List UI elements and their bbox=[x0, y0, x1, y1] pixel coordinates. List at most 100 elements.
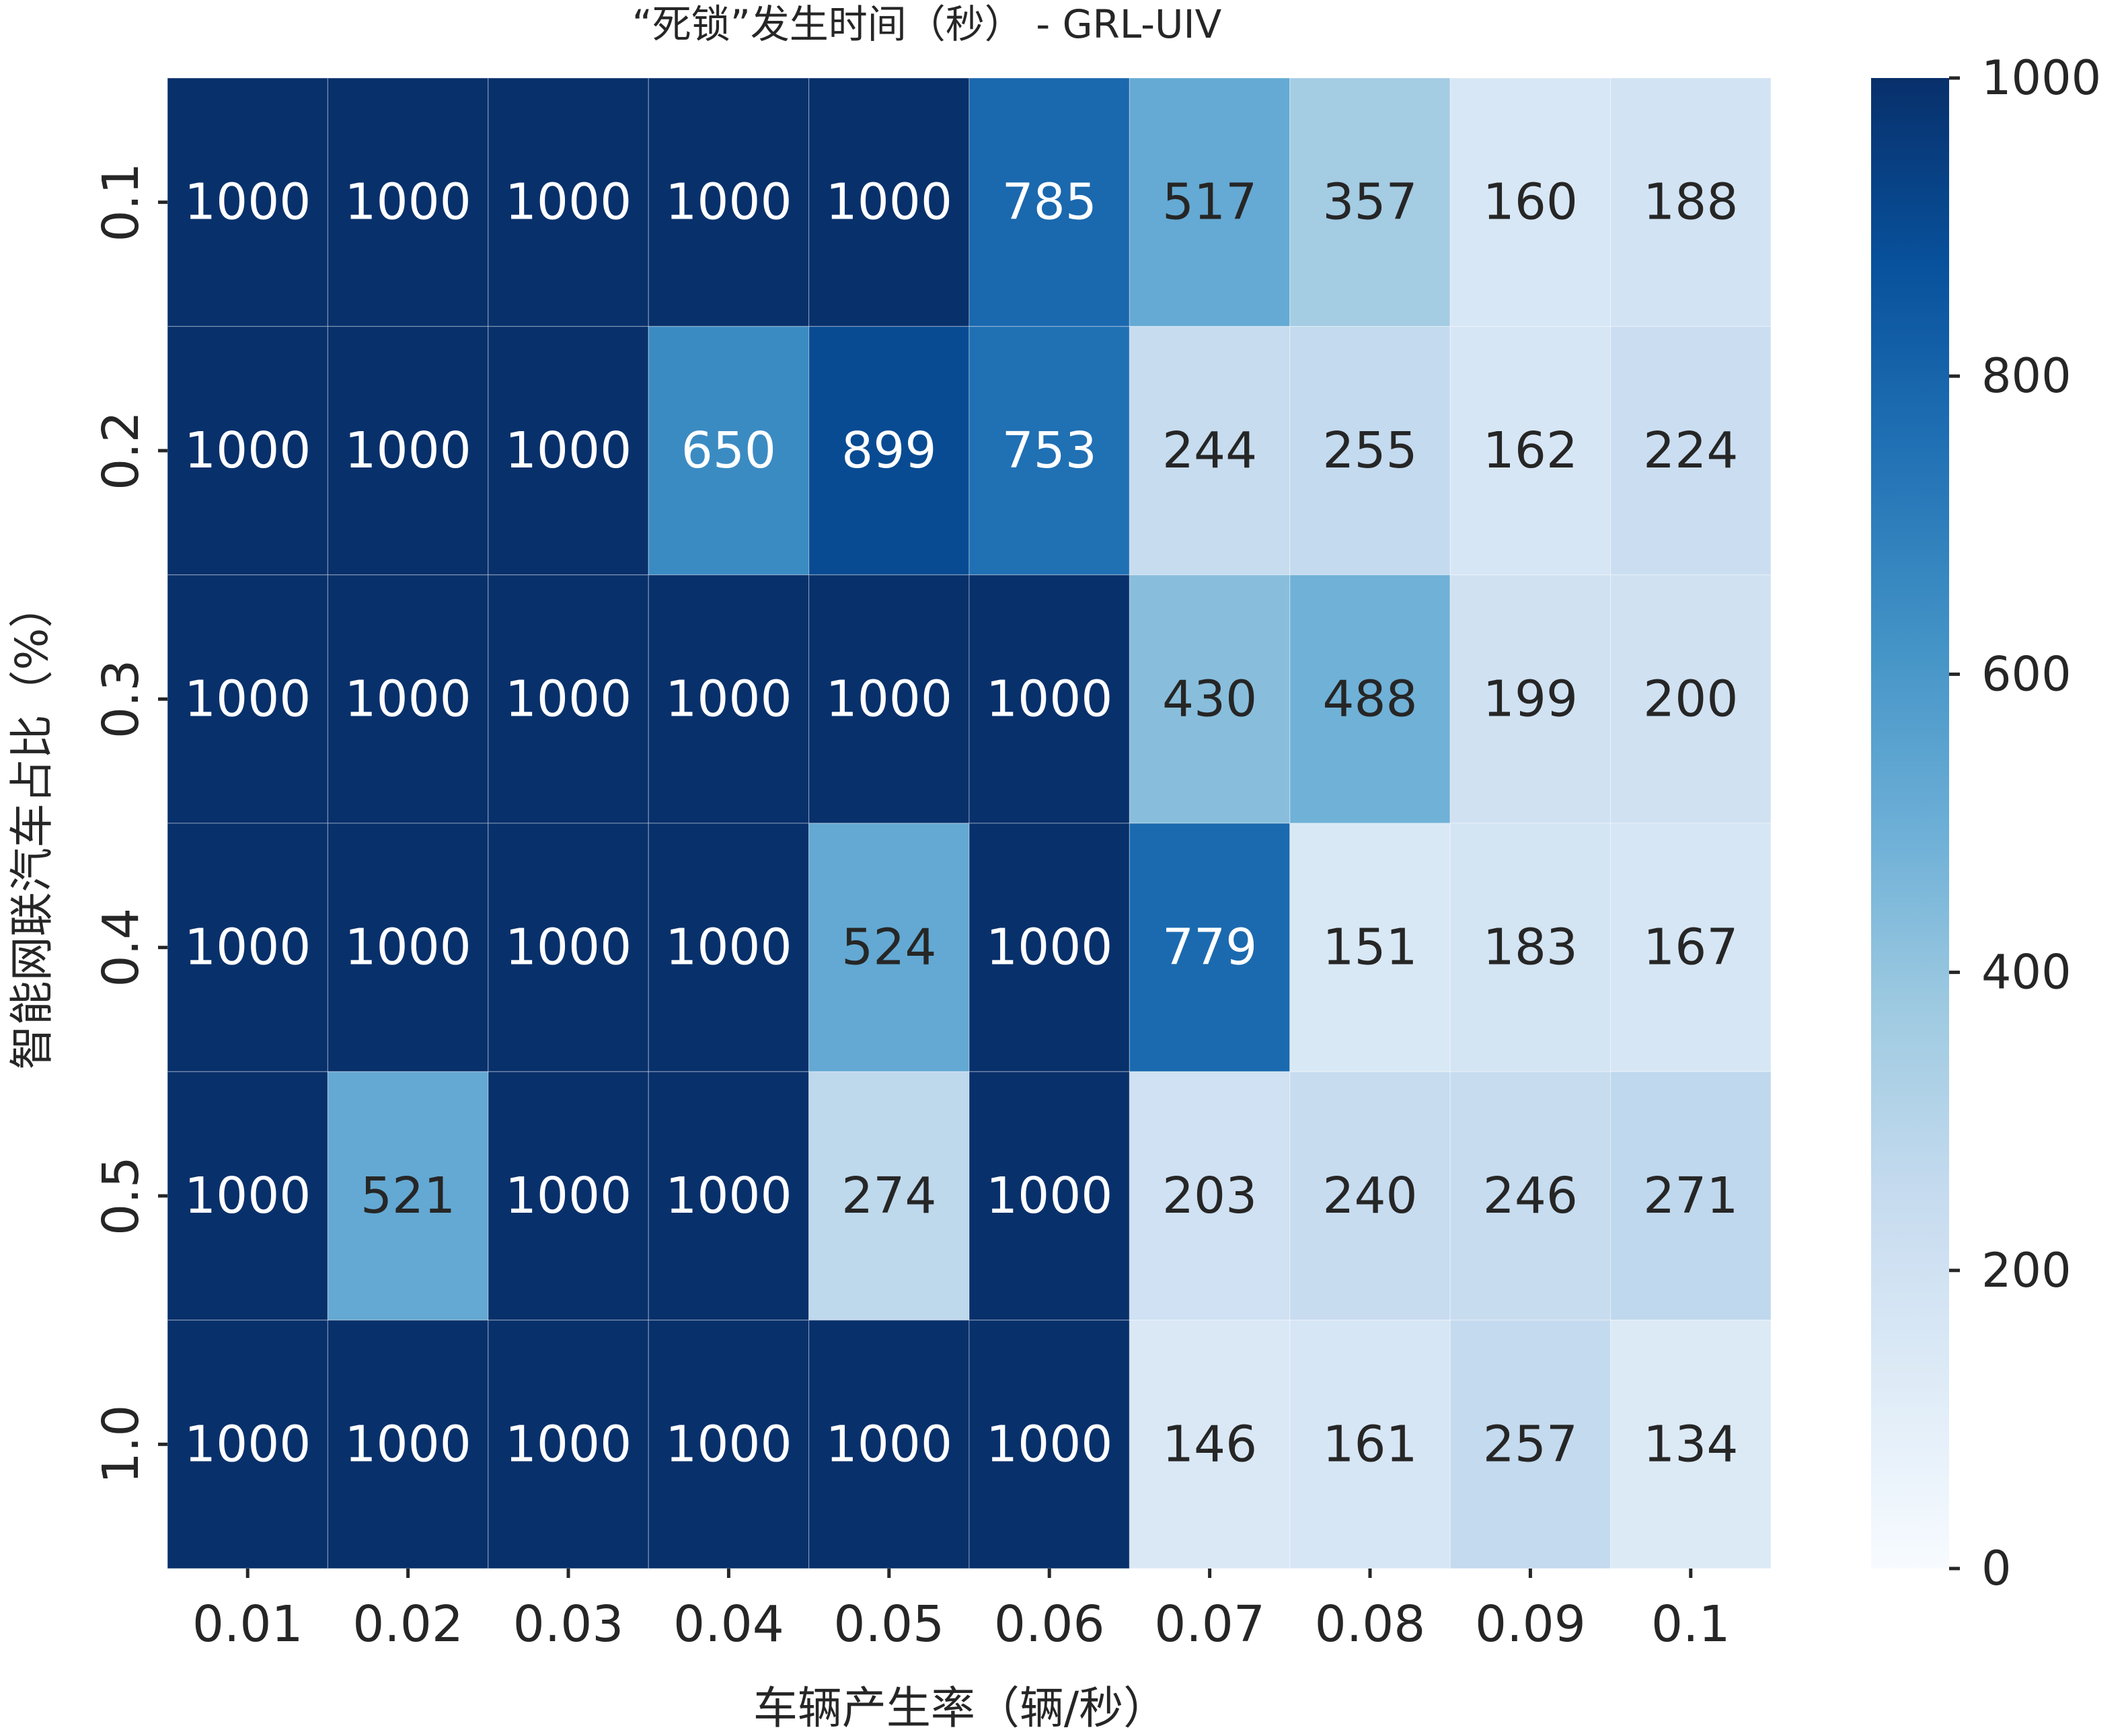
cell-value: 1000 bbox=[505, 422, 632, 480]
heatmap-cell bbox=[1289, 823, 1451, 1072]
cell-value: 1000 bbox=[184, 1167, 311, 1225]
cell-value: 224 bbox=[1643, 422, 1738, 480]
x-tick-label: 0.05 bbox=[833, 1595, 944, 1653]
heatmap-cell bbox=[808, 574, 970, 824]
heatmap-cell bbox=[808, 77, 970, 327]
heatmap-cell bbox=[969, 77, 1130, 327]
cell-value: 357 bbox=[1322, 174, 1417, 231]
cell-value: 1000 bbox=[184, 1415, 311, 1473]
heatmap-cell bbox=[1449, 1320, 1611, 1569]
heatmap-cell bbox=[327, 574, 489, 824]
colorbar-tick-label: 0 bbox=[1981, 1541, 2012, 1596]
cell-value: 430 bbox=[1162, 670, 1257, 728]
y-tick-label: 0.2 bbox=[92, 411, 150, 490]
cell-value: 1000 bbox=[344, 670, 471, 728]
cell-value: 1000 bbox=[826, 174, 952, 231]
x-tick-label: 0.03 bbox=[513, 1595, 624, 1653]
cell-value: 1000 bbox=[344, 422, 471, 480]
heatmap-cell bbox=[1610, 574, 1772, 824]
x-tick-label: 0.09 bbox=[1475, 1595, 1586, 1653]
cell-value: 1000 bbox=[986, 1415, 1112, 1473]
heatmap-cell bbox=[488, 574, 649, 824]
heatmap-cell bbox=[969, 823, 1130, 1072]
heatmap-cell bbox=[808, 823, 970, 1072]
x-tick-label: 0.1 bbox=[1651, 1595, 1731, 1653]
heatmap-cell bbox=[1449, 823, 1611, 1072]
heatmap-cell bbox=[1129, 1071, 1291, 1321]
heatmap-cell bbox=[1289, 574, 1451, 824]
y-tick-label: 0.1 bbox=[92, 163, 150, 242]
cell-value: 161 bbox=[1322, 1415, 1417, 1473]
x-tick-label: 0.04 bbox=[673, 1595, 784, 1653]
cell-value: 257 bbox=[1483, 1415, 1578, 1473]
cell-value: 517 bbox=[1162, 174, 1257, 231]
heatmap-cell bbox=[808, 326, 970, 576]
heatmap-cell bbox=[488, 1320, 649, 1569]
cell-value: 779 bbox=[1162, 919, 1257, 977]
cell-value: 1000 bbox=[184, 670, 311, 728]
heatmap-cell bbox=[648, 1071, 810, 1321]
colorbar bbox=[1871, 78, 1949, 1569]
heatmap-cell bbox=[1129, 1320, 1291, 1569]
heatmap-cell bbox=[1129, 574, 1291, 824]
heatmap-cell bbox=[1289, 326, 1451, 576]
cell-value: 255 bbox=[1322, 422, 1417, 480]
cell-value: 244 bbox=[1162, 422, 1257, 480]
chart-title: “死锁”发生时间（秒） - GRL-UIV bbox=[632, 1, 1222, 47]
heatmap-cell bbox=[1289, 1071, 1451, 1321]
heatmap-cell bbox=[1289, 77, 1451, 327]
heatmap-cell bbox=[488, 1071, 649, 1321]
heatmap-cell bbox=[648, 77, 810, 327]
cell-value: 1000 bbox=[505, 1415, 632, 1473]
cell-value: 1000 bbox=[665, 919, 792, 977]
heatmap-cell bbox=[1610, 1071, 1772, 1321]
heatmap-cell bbox=[969, 1071, 1130, 1321]
cell-value: 271 bbox=[1643, 1167, 1738, 1225]
colorbar-tick-label: 400 bbox=[1981, 945, 2072, 1000]
heatmap-cell bbox=[167, 77, 328, 327]
colorbar-tick-label: 200 bbox=[1981, 1243, 2072, 1298]
cell-value: 899 bbox=[841, 422, 936, 480]
cell-value: 753 bbox=[1002, 422, 1097, 480]
cell-value: 1000 bbox=[826, 1415, 952, 1473]
y-tick-label: 1.0 bbox=[92, 1404, 150, 1484]
heatmap-cell bbox=[167, 823, 328, 1072]
heatmap-cell bbox=[1610, 823, 1772, 1072]
x-axis-label: 车辆产生率（辆/秒） bbox=[753, 1682, 1168, 1734]
heatmap-cell bbox=[1449, 1071, 1611, 1321]
heatmap-cell bbox=[488, 823, 649, 1072]
heatmap-cell bbox=[1610, 77, 1772, 327]
heatmap-cell bbox=[1449, 574, 1611, 824]
cell-value: 1000 bbox=[344, 919, 471, 977]
cell-value: 162 bbox=[1483, 422, 1578, 480]
cell-value: 188 bbox=[1643, 174, 1738, 231]
cell-value: 1000 bbox=[505, 919, 632, 977]
heatmap-cells bbox=[167, 77, 1772, 1569]
heatmap-cell bbox=[1129, 326, 1291, 576]
colorbar-tick-label: 800 bbox=[1981, 348, 2072, 404]
heatmap-cell bbox=[648, 326, 810, 576]
y-tick-label: 0.3 bbox=[92, 659, 150, 739]
cell-value: 146 bbox=[1162, 1415, 1257, 1473]
x-tick-label: 0.06 bbox=[994, 1595, 1105, 1653]
cell-value: 160 bbox=[1483, 174, 1578, 231]
cell-value: 650 bbox=[681, 422, 776, 480]
y-tick-label: 0.4 bbox=[92, 908, 150, 987]
x-tick-label: 0.02 bbox=[352, 1595, 463, 1653]
cell-value: 1000 bbox=[986, 670, 1112, 728]
cell-value: 200 bbox=[1643, 670, 1738, 728]
heatmap-cell bbox=[808, 1320, 970, 1569]
cell-value: 488 bbox=[1322, 670, 1417, 728]
heatmap-cell bbox=[969, 326, 1130, 576]
cell-value: 134 bbox=[1643, 1415, 1738, 1473]
cell-value: 1000 bbox=[986, 919, 1112, 977]
heatmap-cell bbox=[969, 574, 1130, 824]
cell-value: 151 bbox=[1322, 919, 1417, 977]
heatmap-cell bbox=[648, 1320, 810, 1569]
cell-value: 1000 bbox=[505, 174, 632, 231]
heatmap-cell bbox=[327, 77, 489, 327]
x-axis-ticks: 0.01 0.02 0.03 0.04 0.05 0.06 0.07 0.08 0.09 0.1 bbox=[192, 1569, 1731, 1653]
cell-value: 199 bbox=[1483, 670, 1578, 728]
cell-value: 521 bbox=[360, 1167, 455, 1225]
heatmap-cell bbox=[1129, 823, 1291, 1072]
